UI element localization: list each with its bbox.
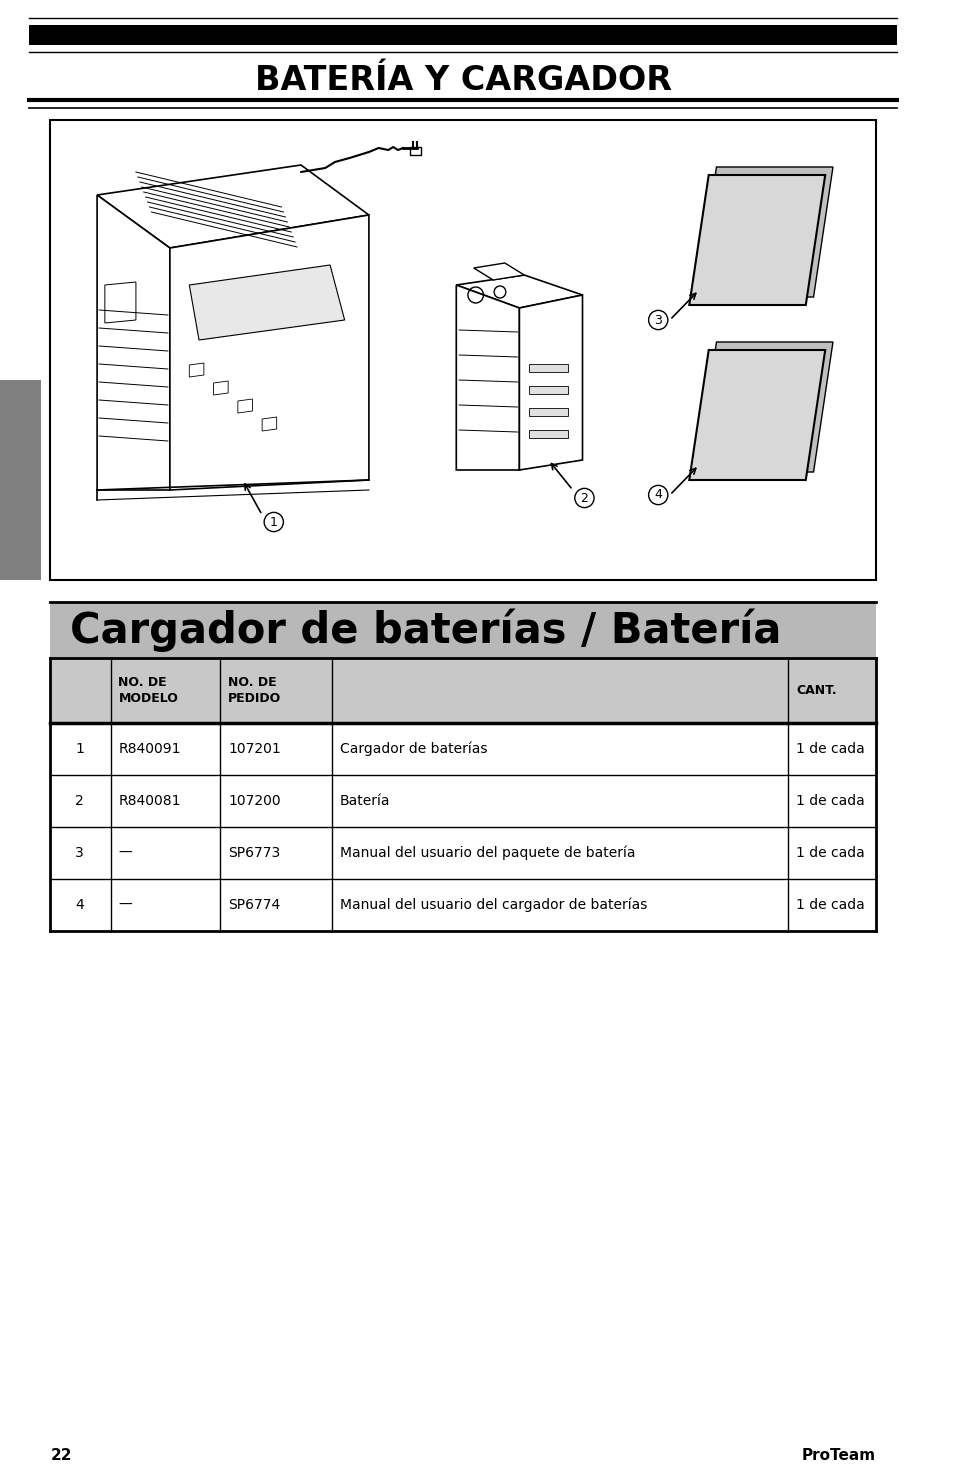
Text: 1 de cada: 1 de cada — [795, 794, 864, 808]
Text: 1 de cada: 1 de cada — [795, 847, 864, 860]
Polygon shape — [474, 263, 524, 280]
Text: SP6773: SP6773 — [228, 847, 280, 860]
Bar — [30, 25, 896, 46]
Bar — [409, 148, 421, 155]
Bar — [0, 381, 41, 580]
Polygon shape — [456, 285, 518, 471]
Polygon shape — [105, 282, 135, 323]
Text: 2: 2 — [75, 794, 84, 808]
Text: 4: 4 — [654, 488, 661, 502]
Text: R840081: R840081 — [118, 794, 181, 808]
Text: —: — — [118, 898, 132, 912]
Text: Manual del usuario del cargador de baterías: Manual del usuario del cargador de bater… — [339, 898, 646, 912]
Bar — [529, 364, 567, 372]
Text: 1 de cada: 1 de cada — [795, 742, 864, 757]
Bar — [51, 602, 875, 658]
Text: ProTeam: ProTeam — [801, 1447, 875, 1463]
Text: Cargador de baterías / Batería: Cargador de baterías / Batería — [70, 608, 781, 652]
Polygon shape — [697, 167, 832, 296]
Polygon shape — [456, 274, 582, 308]
Text: 1: 1 — [75, 742, 84, 757]
Text: 22: 22 — [51, 1447, 71, 1463]
Text: 3: 3 — [75, 847, 84, 860]
Polygon shape — [97, 165, 369, 248]
Bar — [51, 658, 875, 723]
Bar — [51, 774, 875, 827]
Text: CANT.: CANT. — [795, 684, 836, 698]
Text: Manual del usuario del paquete de batería: Manual del usuario del paquete de baterí… — [339, 845, 635, 860]
Text: 107201: 107201 — [228, 742, 280, 757]
Text: BATERÍA Y CARGADOR: BATERÍA Y CARGADOR — [254, 63, 671, 96]
Polygon shape — [262, 417, 276, 431]
Text: 4: 4 — [75, 898, 84, 912]
Bar — [51, 723, 875, 774]
Text: R840091: R840091 — [118, 742, 181, 757]
Polygon shape — [689, 350, 824, 479]
Polygon shape — [689, 176, 824, 305]
Bar — [51, 827, 875, 879]
Text: NO. DE
PEDIDO: NO. DE PEDIDO — [228, 676, 281, 705]
Polygon shape — [518, 295, 582, 471]
Bar — [51, 879, 875, 931]
Text: NO. DE
MODELO: NO. DE MODELO — [118, 676, 178, 705]
Polygon shape — [697, 342, 832, 472]
Text: —: — — [118, 847, 132, 860]
Polygon shape — [189, 266, 344, 341]
Text: Cargador de baterías: Cargador de baterías — [339, 742, 487, 757]
Text: 1 de cada: 1 de cada — [795, 898, 864, 912]
Text: Batería: Batería — [339, 794, 390, 808]
Text: SP6774: SP6774 — [228, 898, 280, 912]
Polygon shape — [170, 215, 369, 490]
Polygon shape — [97, 195, 170, 490]
Text: 1: 1 — [270, 515, 277, 528]
Text: 2: 2 — [579, 491, 588, 504]
Text: 107200: 107200 — [228, 794, 280, 808]
Bar — [529, 409, 567, 416]
Polygon shape — [189, 363, 204, 378]
Text: 3: 3 — [654, 314, 661, 326]
Bar — [529, 386, 567, 394]
Polygon shape — [213, 381, 228, 395]
Polygon shape — [237, 400, 253, 413]
Bar — [529, 431, 567, 438]
Bar — [51, 119, 875, 580]
